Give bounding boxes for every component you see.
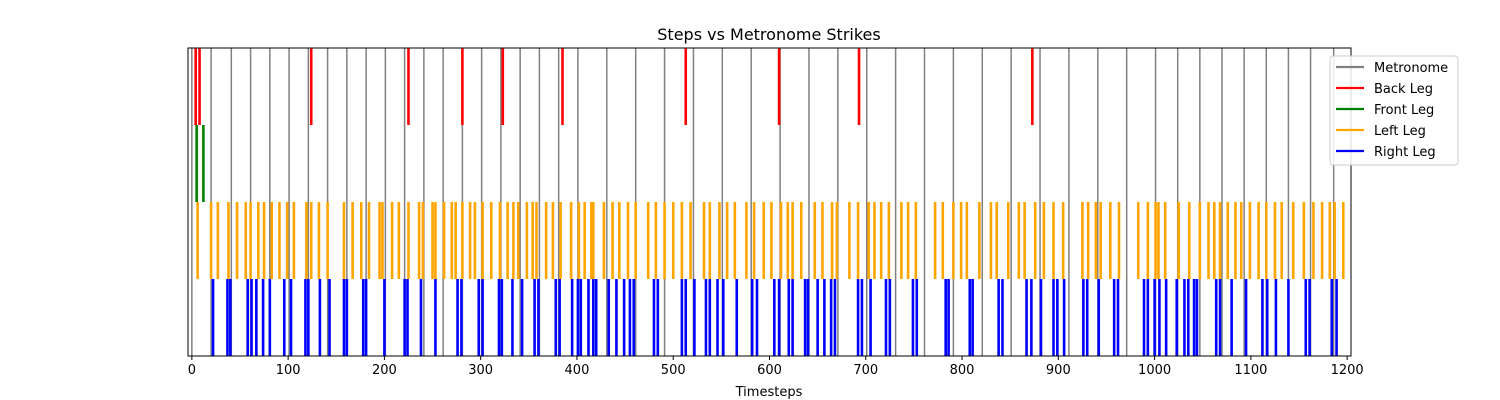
legend-label-metronome: Metronome <box>1374 61 1448 76</box>
x-tick-label: 1200 <box>1331 363 1364 378</box>
series-back-leg <box>194 48 1034 125</box>
x-tick-label: 400 <box>565 363 590 378</box>
x-tick-label: 0 <box>188 363 196 378</box>
x-tick-label: 500 <box>661 363 686 378</box>
x-tick-label: 1000 <box>1138 363 1171 378</box>
legend: Metronome Back Leg Front Leg Left Leg Right … <box>1329 55 1459 166</box>
series-left-leg <box>196 202 1345 279</box>
legend-box <box>1329 55 1459 166</box>
legend-label-left-leg: Left Leg <box>1374 124 1426 139</box>
x-tick-label: 1100 <box>1234 363 1267 378</box>
series-right-leg <box>211 279 1338 356</box>
x-tick-label: 900 <box>1046 363 1071 378</box>
x-axis: 0 100 200 300 400 500 600 700 800 900 1000 1100 1200 <box>188 356 1364 378</box>
x-tick-label: 300 <box>468 363 493 378</box>
chart-title: Steps vs Metronome Strikes <box>657 25 880 44</box>
plot-area <box>191 48 1345 356</box>
x-tick-label: 800 <box>950 363 975 378</box>
x-axis-label: Timesteps <box>735 385 803 400</box>
x-tick-label: 600 <box>757 363 782 378</box>
legend-label-front-leg: Front Leg <box>1374 103 1434 118</box>
x-tick-label: 700 <box>853 363 878 378</box>
x-tick-label: 100 <box>276 363 301 378</box>
legend-label-back-leg: Back Leg <box>1374 82 1433 97</box>
x-tick-label: 200 <box>372 363 397 378</box>
series-front-leg <box>195 125 205 202</box>
legend-label-right-leg: Right Leg <box>1374 145 1436 160</box>
